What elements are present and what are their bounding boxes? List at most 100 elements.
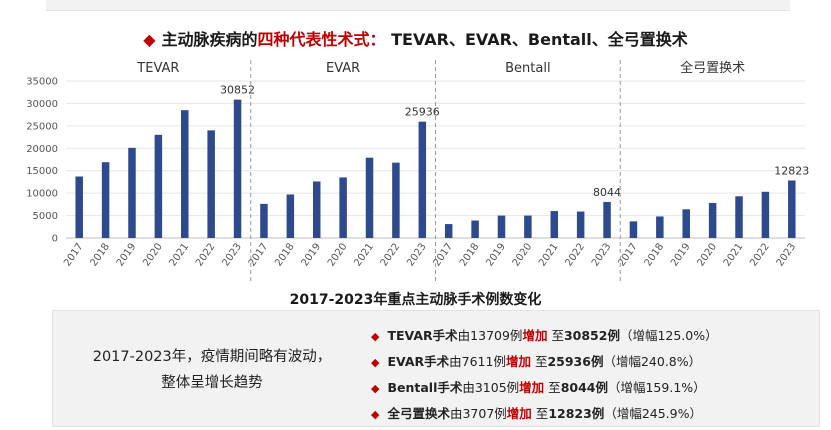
bar bbox=[788, 180, 796, 238]
x-tick-label: 2018 bbox=[458, 241, 482, 268]
headline-diamond-icon: ◆ bbox=[143, 30, 156, 49]
bar bbox=[471, 220, 479, 238]
bar bbox=[260, 203, 268, 238]
headline-suffix: TEVAR、EVAR、Bentall、全弓置换术 bbox=[385, 30, 688, 49]
y-tick-label: 15000 bbox=[26, 166, 58, 177]
x-tick-label: 2023 bbox=[220, 241, 244, 268]
data-label: 25936 bbox=[405, 106, 440, 119]
summary-line-1: 2017-2023年，疫情期间略有波动， bbox=[92, 349, 332, 365]
y-tick-label: 0 bbox=[52, 234, 58, 245]
bullet-to: 12823例 bbox=[548, 406, 605, 421]
group-label: TEVAR bbox=[136, 61, 179, 76]
x-tick-label: 2018 bbox=[643, 241, 667, 268]
data-label: 8044 bbox=[593, 186, 621, 199]
bullet-diamond-icon: ◆ bbox=[371, 382, 380, 395]
bullet-increase: 增加 bbox=[505, 354, 531, 369]
bullet-increase: 增加 bbox=[506, 406, 532, 421]
bullet-to: 30852例 bbox=[563, 328, 620, 343]
x-tick-label: 2022 bbox=[379, 241, 403, 268]
y-tick-label: 5000 bbox=[33, 211, 58, 222]
bar bbox=[233, 99, 242, 238]
x-tick-label: 2020 bbox=[695, 241, 719, 268]
bullet-percent: （增幅240.8%） bbox=[603, 354, 702, 369]
x-tick-label: 2023 bbox=[590, 241, 614, 268]
bullet-to-prefix: 至 bbox=[548, 380, 561, 395]
bar bbox=[629, 221, 638, 238]
bullet-to: 8044例 bbox=[560, 380, 608, 395]
x-tick-label: 2022 bbox=[748, 241, 772, 268]
bullet-percent: （增幅245.9%） bbox=[604, 406, 702, 421]
bar bbox=[576, 211, 585, 238]
bullet-name: Bentall手术 bbox=[387, 380, 463, 395]
group-label: Bentall bbox=[505, 61, 550, 76]
bullet-to-prefix: 至 bbox=[535, 406, 549, 421]
top-band bbox=[46, 0, 790, 11]
x-tick-label: 2018 bbox=[88, 241, 112, 268]
surgery-bar-chart: 0 5000 10000 15000 20000 25000 30000 35000 TEVAR… bbox=[26, 60, 809, 284]
x-tick-label: 2023 bbox=[775, 241, 799, 268]
data-label: 12823 bbox=[774, 164, 809, 177]
bar bbox=[339, 177, 347, 238]
bar bbox=[181, 110, 189, 238]
x-tick-label: 2021 bbox=[537, 241, 561, 268]
bar bbox=[550, 211, 559, 238]
bullet-diamond-icon: ◆ bbox=[371, 356, 380, 369]
bar bbox=[154, 134, 163, 238]
bar bbox=[444, 224, 453, 238]
bar bbox=[656, 216, 664, 238]
headline: ◆ 主动脉疾病的四种代表性术式： TEVAR、EVAR、Bentall、全弓置换术 bbox=[0, 26, 831, 50]
group-label: EVAR bbox=[326, 61, 360, 76]
x-tick-label: 2018 bbox=[273, 241, 297, 268]
x-tick-label: 2022 bbox=[564, 241, 588, 268]
bar bbox=[392, 162, 400, 238]
bar bbox=[75, 176, 83, 238]
x-tick-label: 2021 bbox=[722, 241, 746, 268]
x-tick-label: 2020 bbox=[326, 241, 350, 268]
bar bbox=[365, 157, 374, 238]
bullet-increase: 增加 bbox=[519, 380, 545, 395]
x-tick-label: 2020 bbox=[511, 241, 535, 268]
x-tick-label: 2023 bbox=[405, 241, 429, 268]
bar bbox=[682, 209, 690, 238]
x-tick-label: 2021 bbox=[352, 241, 376, 268]
bullet-item: ◆ 全弓置换术由3707例增加 至12823例（增幅245.9%） bbox=[371, 401, 718, 427]
summary-box: 2017-2023年，疫情期间略有波动， 整体呈增长趋势 ◆ TEVAR手术由13… bbox=[52, 310, 820, 427]
bar bbox=[101, 162, 110, 238]
data-label: 30852 bbox=[220, 84, 255, 97]
bullet-to-prefix: 至 bbox=[551, 328, 564, 343]
bar bbox=[418, 121, 427, 238]
x-tick-label: 2019 bbox=[669, 241, 693, 268]
bullet-list: ◆ TEVAR手术由13709例增加 至30852例（增幅125.0%） ◆ EVA… bbox=[371, 323, 718, 427]
summary-line-2: 整体呈增长趋势 bbox=[161, 375, 263, 391]
bar bbox=[603, 201, 611, 238]
bullet-increase: 增加 bbox=[522, 328, 548, 343]
bullet-percent: （增幅125.0%） bbox=[619, 328, 718, 343]
headline-accent: 四种代表性术式： bbox=[257, 30, 386, 49]
y-tick-label: 20000 bbox=[26, 144, 58, 155]
bullet-to: 25936例 bbox=[547, 354, 604, 369]
bullet-from: 由3707例 bbox=[449, 406, 507, 421]
bar bbox=[708, 203, 717, 238]
x-tick-label: 2019 bbox=[300, 241, 324, 268]
y-tick-label: 30000 bbox=[26, 99, 58, 110]
bullet-from: 由3105例 bbox=[462, 380, 520, 395]
bullet-from: 由13709例 bbox=[457, 328, 523, 343]
bar bbox=[735, 196, 743, 238]
group-label: 全弓置换术 bbox=[680, 60, 745, 76]
x-tick-label: 2020 bbox=[141, 241, 165, 268]
bar bbox=[312, 181, 321, 238]
bullet-name: TEVAR手术 bbox=[387, 328, 458, 343]
chart-title: 2017-2023年重点主动脉手术例数变化 bbox=[289, 292, 542, 308]
x-tick-label: 2021 bbox=[168, 241, 192, 268]
x-tick-label: 2017 bbox=[62, 241, 86, 268]
bullet-from: 由7611例 bbox=[449, 354, 506, 369]
bar bbox=[761, 191, 770, 238]
summary-text: 2017-2023年，疫情期间略有波动， 整体呈增长趋势 bbox=[67, 344, 357, 396]
bullet-percent: （增幅159.1%） bbox=[607, 380, 706, 395]
x-tick-label: 2022 bbox=[194, 241, 218, 268]
x-tick-label: 2019 bbox=[115, 241, 139, 268]
bar bbox=[497, 215, 506, 238]
bullet-name: EVAR手术 bbox=[387, 354, 450, 369]
bullet-diamond-icon: ◆ bbox=[371, 330, 380, 343]
bar bbox=[128, 147, 136, 238]
